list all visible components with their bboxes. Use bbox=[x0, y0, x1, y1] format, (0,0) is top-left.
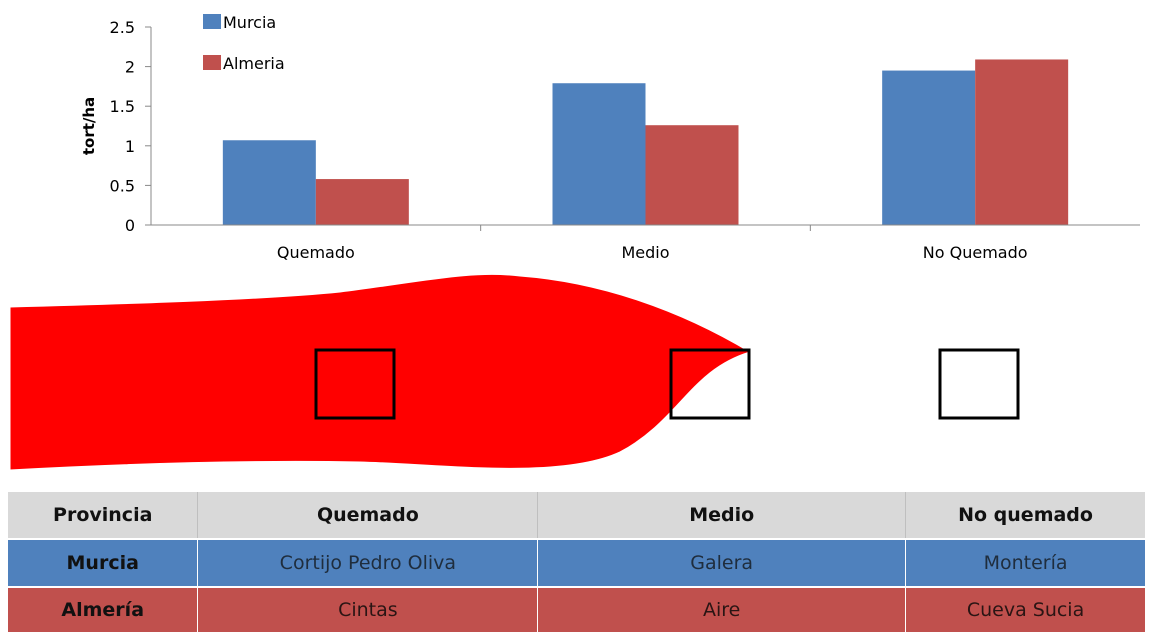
plot-marker-quemado bbox=[314, 348, 396, 420]
cell-province: Murcia bbox=[8, 538, 199, 587]
cell-province: Almería bbox=[8, 586, 199, 632]
legend-label-almeria: Almeria bbox=[223, 54, 285, 73]
y-tick-label: 0.5 bbox=[110, 176, 135, 195]
y-tick-label: 2.5 bbox=[110, 18, 135, 37]
y-axis-title: tort/ha bbox=[80, 97, 98, 155]
cell-quemado: Cintas bbox=[197, 586, 539, 632]
plot-marker-medio bbox=[669, 348, 751, 420]
header-quemado: Quemado bbox=[197, 492, 539, 539]
legend-label-murcia: Murcia bbox=[223, 13, 276, 32]
bar-murcia-quemado bbox=[222, 140, 316, 225]
cell-no-quemado: Montería bbox=[905, 538, 1146, 587]
header-no-quemado: No quemado bbox=[905, 492, 1146, 539]
table-row: Almería Cintas Aire Cueva Sucia bbox=[8, 586, 1146, 632]
bars-layer bbox=[222, 59, 1069, 226]
cell-medio: Aire bbox=[537, 586, 907, 632]
cell-quemado: Cortijo Pedro Oliva bbox=[197, 538, 539, 587]
fire-diagram bbox=[9, 273, 1020, 471]
table-header-row: Provincia Quemado Medio No quemado bbox=[8, 492, 1146, 539]
cell-no-quemado: Cueva Sucia bbox=[905, 586, 1146, 632]
bar-almeria-no-quemado bbox=[975, 59, 1069, 225]
cell-medio: Galera bbox=[537, 538, 907, 587]
burned-area-shape bbox=[9, 273, 752, 471]
y-tick-label: 0 bbox=[125, 216, 135, 235]
bar-chart: 0 0.5 1 1.5 2 2.5 Quemado Medio No Quemado tort… bbox=[80, 13, 1140, 262]
legend: Murcia Almeria bbox=[203, 13, 285, 73]
table-row: Murcia Cortijo Pedro Oliva Galera Monter… bbox=[8, 538, 1146, 587]
plot-marker-no-quemado bbox=[938, 348, 1020, 420]
y-tick-labels: 0 0.5 1 1.5 2 2.5 bbox=[110, 18, 151, 235]
bar-murcia-no-quemado bbox=[882, 70, 976, 225]
x-tick-label: Medio bbox=[621, 243, 669, 262]
province-table: Provincia Quemado Medio No quemado Murci… bbox=[8, 492, 1146, 632]
bar-almeria-quemado bbox=[315, 179, 409, 225]
x-tick-label: Quemado bbox=[277, 243, 355, 262]
x-tick-label: No Quemado bbox=[923, 243, 1028, 262]
bar-murcia-medio bbox=[552, 83, 646, 226]
y-tick-label: 1 bbox=[125, 137, 135, 156]
bar-almeria-medio bbox=[645, 125, 739, 225]
header-provincia: Provincia bbox=[8, 492, 199, 539]
x-axis bbox=[151, 224, 1140, 231]
y-tick-label: 2 bbox=[125, 58, 135, 77]
legend-swatch-almeria bbox=[203, 55, 221, 70]
y-tick-label: 1.5 bbox=[110, 97, 135, 116]
legend-swatch-murcia bbox=[203, 14, 221, 29]
x-tick-labels: Quemado Medio No Quemado bbox=[277, 243, 1028, 262]
header-medio: Medio bbox=[537, 492, 907, 539]
